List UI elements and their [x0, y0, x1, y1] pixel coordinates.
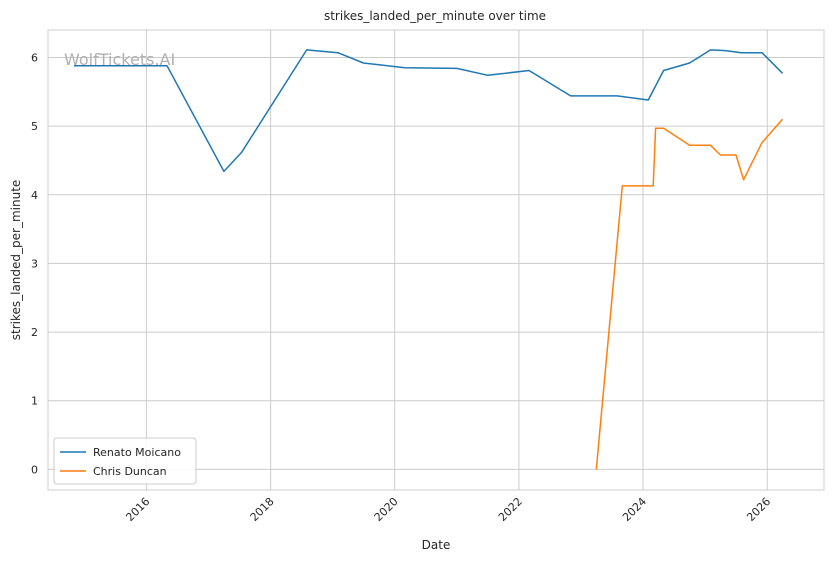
plot-area	[47, 29, 825, 491]
x-tick-label: 2020	[372, 495, 401, 524]
x-tick-label: 2024	[620, 495, 649, 524]
watermark-text: WolfTickets.AI	[64, 50, 175, 69]
chart-title: strikes_landed_per_minute over time	[324, 9, 546, 23]
series-layer	[74, 49, 784, 470]
legend-label: Chris Duncan	[93, 465, 167, 478]
y-tick-label: 3	[31, 257, 38, 270]
legend: Renato Moicano Chris Duncan	[53, 437, 197, 485]
x-tick-labels: 2016 2018 2020 2022 2024 2026	[123, 495, 773, 524]
y-tick-labels: 0 1 2 3 4 5 6	[31, 51, 38, 476]
series-line-renato-moicano	[74, 49, 784, 173]
y-tick-label: 2	[31, 326, 38, 339]
y-tick-label: 5	[31, 120, 38, 133]
x-tick-label: 2016	[123, 495, 152, 524]
y-axis-label: strikes_landed_per_minute	[9, 180, 23, 341]
y-tick-label: 6	[31, 51, 38, 64]
legend-label: Renato Moicano	[93, 446, 181, 459]
y-tick-label: 1	[31, 395, 38, 408]
x-axis-label: Date	[422, 538, 451, 552]
series-line-chris-duncan	[595, 118, 784, 470]
y-tick-label: 0	[31, 463, 38, 476]
x-tick-label: 2026	[744, 495, 773, 524]
x-tick-label: 2018	[248, 495, 277, 524]
legend-box	[53, 437, 197, 485]
y-tick-label: 4	[31, 189, 38, 202]
x-tick-label: 2022	[496, 495, 525, 524]
